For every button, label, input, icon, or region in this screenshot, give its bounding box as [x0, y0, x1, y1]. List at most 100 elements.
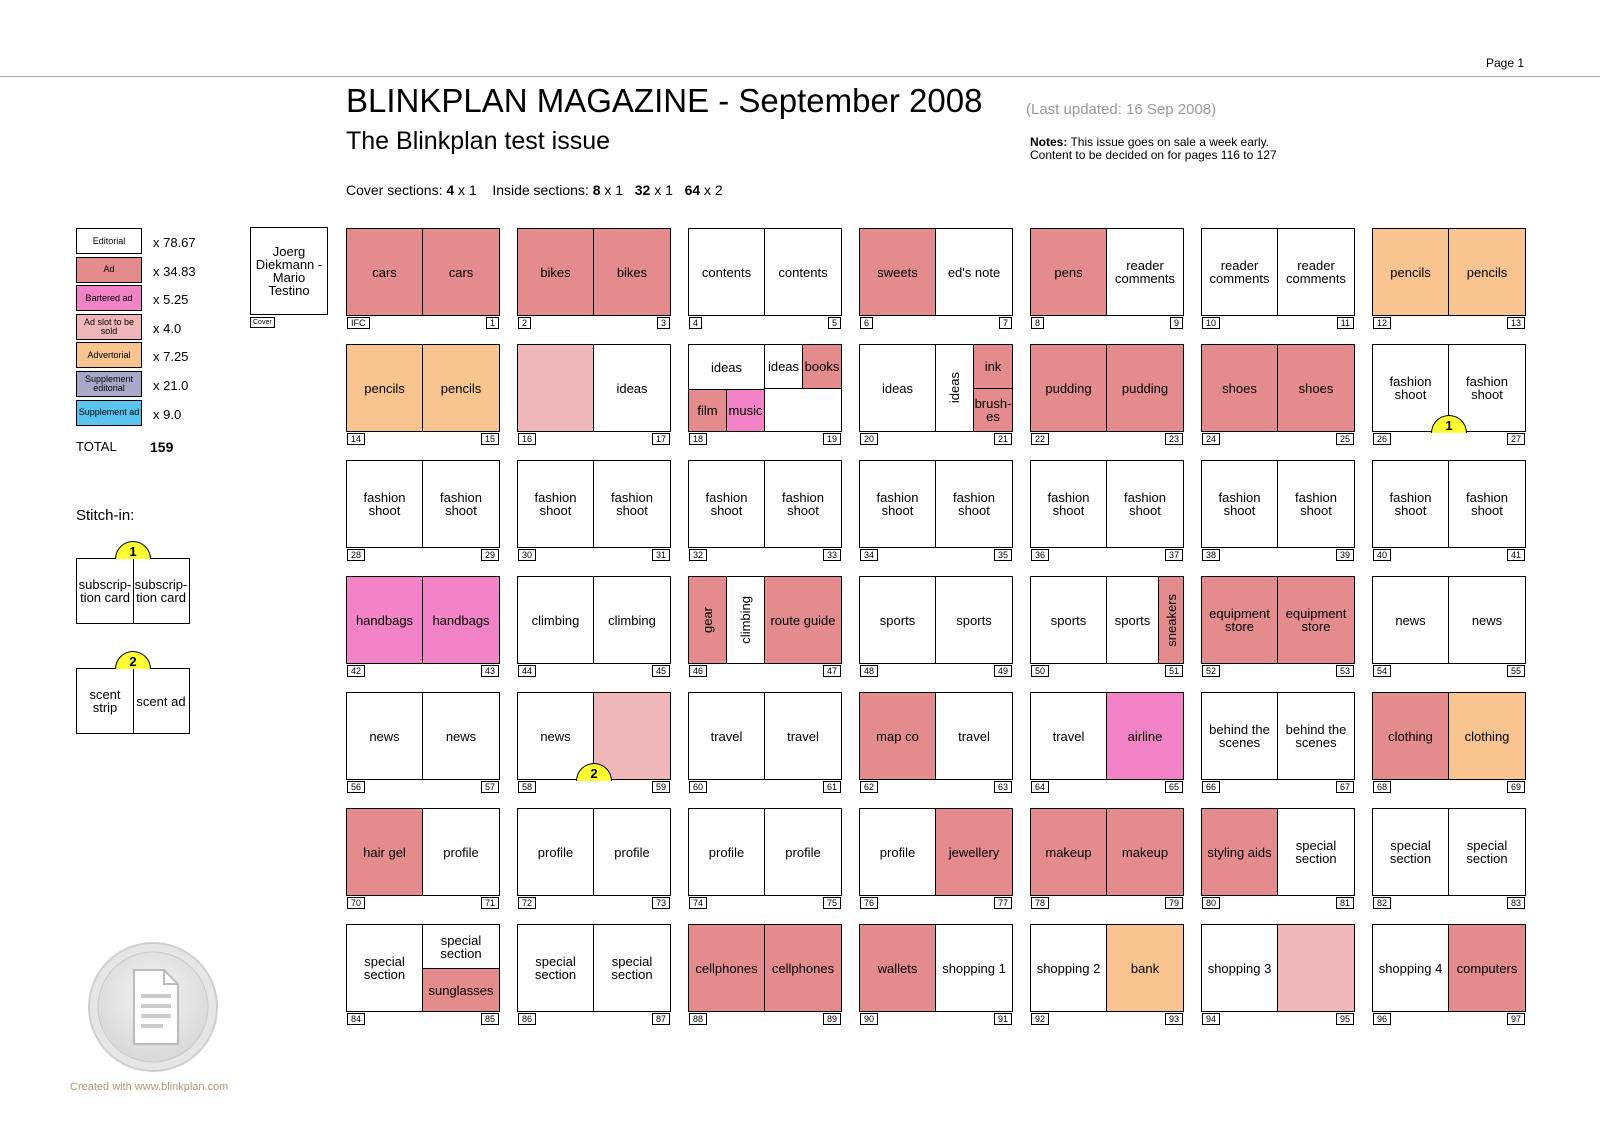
page-number-right: 27	[1506, 433, 1525, 445]
page-right: special section	[1278, 809, 1354, 895]
page-right: pudding	[1107, 345, 1183, 431]
page-right: news	[1449, 577, 1525, 663]
page-spread[interactable]: cellphones cellphones 88 89	[688, 924, 842, 1025]
page-left: sports	[860, 577, 936, 663]
page-spread[interactable]: cars cars IFC 1	[346, 228, 500, 329]
slot-empty	[765, 389, 841, 431]
page-spread[interactable]: special section special section 86 87	[517, 924, 671, 1025]
page-number-right: 69	[1506, 781, 1525, 793]
page-spread[interactable]: contents contents 4 5	[688, 228, 842, 329]
page-spread[interactable]: fashion shoot fashion shoot 26 27 1	[1372, 344, 1526, 445]
page-left: fashion shoot	[1031, 461, 1107, 547]
page-spread[interactable]: fashion shoot fashion shoot 30 31	[517, 460, 671, 561]
page-spread[interactable]: behind the scenes behind the scenes 66 67	[1201, 692, 1355, 793]
page-spread[interactable]: travel travel 60 61	[688, 692, 842, 793]
page-number-right: 95	[1335, 1013, 1354, 1025]
page-spread[interactable]: news news 54 55	[1372, 576, 1526, 677]
stitch-in-card[interactable]: subscrip- tion card subscrip- tion card	[76, 558, 190, 624]
stitch-in-left: subscrip- tion card	[77, 559, 134, 623]
page-number-left: 48	[860, 665, 879, 677]
page-spread[interactable]: pudding pudding 22 23	[1030, 344, 1184, 445]
page-spread[interactable]: wallets shopping 1 90 91	[859, 924, 1013, 1025]
page-spread[interactable]: clothing clothing 68 69	[1372, 692, 1526, 793]
page-number-right: 29	[480, 549, 499, 561]
page-spread[interactable]: shopping 2 bank 92 93	[1030, 924, 1184, 1025]
page-spread[interactable]: ideas 16 17	[517, 344, 671, 445]
page-spread[interactable]: handbags handbags 42 43	[346, 576, 500, 677]
page-number-right: 45	[651, 665, 670, 677]
total-label: TOTAL	[76, 439, 117, 454]
inside-sections-count-3: 64	[684, 182, 701, 198]
page-spread[interactable]: sports sports 48 49	[859, 576, 1013, 677]
last-updated: (Last updated: 16 Sep 2008)	[1026, 101, 1217, 118]
page-spread[interactable]: shopping 4 computers 96 97	[1372, 924, 1526, 1025]
notes-line-2: Content to be decided on for pages 116 t…	[1030, 148, 1277, 162]
page-spread[interactable]: fashion shoot fashion shoot 32 33	[688, 460, 842, 561]
header-divider	[0, 76, 1600, 77]
cover-page[interactable]: Joerg Diekmann - Mario Testino	[250, 227, 328, 315]
page-spread[interactable]: fashion shoot fashion shoot 34 35	[859, 460, 1013, 561]
page-number-right: 21	[993, 433, 1012, 445]
page-spread[interactable]: map co travel 62 63	[859, 692, 1013, 793]
page-right: jewellery	[936, 809, 1012, 895]
page-spread[interactable]: hair gel profile 70 71	[346, 808, 500, 909]
page-spread[interactable]: climbing climbing 44 45	[517, 576, 671, 677]
page-right: bank	[1107, 925, 1183, 1011]
page-left: news	[347, 693, 423, 779]
page-spread[interactable]: sweets ed's note 6 7	[859, 228, 1013, 329]
stitch-in-right: subscrip- tion card	[134, 577, 188, 605]
page-spread[interactable]: sports sports sneakers 50 51	[1030, 576, 1184, 677]
page-right: profile	[423, 809, 499, 895]
page-spread[interactable]: news news 56 57	[346, 692, 500, 793]
slot-gear-label: gear	[700, 606, 715, 634]
page-number-right: 15	[480, 433, 499, 445]
page-spread[interactable]: styling aids special section 80 81	[1201, 808, 1355, 909]
page-left	[518, 345, 594, 431]
page-spread[interactable]: gear climbing route guide 46 47	[688, 576, 842, 677]
page-spread[interactable]: news 58 59 2	[517, 692, 671, 793]
page-right: travel	[936, 693, 1012, 779]
page-spread[interactable]: pencils pencils 12 13	[1372, 228, 1526, 329]
page-spread[interactable]: special section special section sunglasses…	[346, 924, 500, 1025]
page-number-right: 53	[1335, 665, 1354, 677]
page-spread[interactable]: fashion shoot fashion shoot 28 29	[346, 460, 500, 561]
page-spread[interactable]: fashion shoot fashion shoot 38 39	[1201, 460, 1355, 561]
page-right: contents	[765, 229, 841, 315]
page-number-right: 43	[480, 665, 499, 677]
page-spread[interactable]: ideas film music ideas books 18 19	[688, 344, 842, 445]
page-right: reader comments	[1278, 229, 1354, 315]
page-spread[interactable]: shoes shoes 24 25	[1201, 344, 1355, 445]
page-spread[interactable]: pens reader comments 8 9	[1030, 228, 1184, 329]
page-number-right: 85	[480, 1013, 499, 1025]
page-spread[interactable]: profile profile 72 73	[517, 808, 671, 909]
page-number-right: 91	[993, 1013, 1012, 1025]
page-left: shopping 4	[1373, 925, 1449, 1011]
page-number-right: 75	[822, 897, 841, 909]
page-spread[interactable]: fashion shoot fashion shoot 36 37	[1030, 460, 1184, 561]
created-with-credit[interactable]: Created with www.blinkplan.com	[70, 1081, 229, 1093]
page-number-left: 84	[347, 1013, 366, 1025]
page-spread[interactable]: special section special section 82 83	[1372, 808, 1526, 909]
page-spread[interactable]: pencils pencils 14 15	[346, 344, 500, 445]
page-spread[interactable]: ideas ideas ink brush- es 20 21	[859, 344, 1013, 445]
inside-sections-mult-1: x 1	[600, 182, 624, 198]
page-right: ed's note	[936, 229, 1012, 315]
slot-special-section: special section	[347, 925, 423, 1011]
page-spread[interactable]: bikes bikes 2 3	[517, 228, 671, 329]
page-spread[interactable]: makeup makeup 78 79	[1030, 808, 1184, 909]
page-spread[interactable]: profile profile 74 75	[688, 808, 842, 909]
page-spread[interactable]: reader comments reader comments 10 11	[1201, 228, 1355, 329]
page-number-right: 51	[1164, 665, 1183, 677]
notes: Notes: This issue goes on sale a week ea…	[1030, 136, 1277, 162]
page-number-right: 65	[1164, 781, 1183, 793]
page-spread[interactable]: shopping 3 94 95	[1201, 924, 1355, 1025]
issue-subtitle: The Blinkplan test issue	[346, 127, 611, 155]
page-left: shopping 3	[1202, 925, 1278, 1011]
page-spread[interactable]: fashion shoot fashion shoot 40 41	[1372, 460, 1526, 561]
slot-ink: ink	[974, 345, 1012, 389]
stitch-in-card[interactable]: scent strip scent ad	[76, 668, 190, 734]
page-number-right: 35	[993, 549, 1012, 561]
page-spread[interactable]: travel airline 64 65	[1030, 692, 1184, 793]
page-spread[interactable]: profile jewellery 76 77	[859, 808, 1013, 909]
page-spread[interactable]: equipment store equipment store 52 53	[1201, 576, 1355, 677]
